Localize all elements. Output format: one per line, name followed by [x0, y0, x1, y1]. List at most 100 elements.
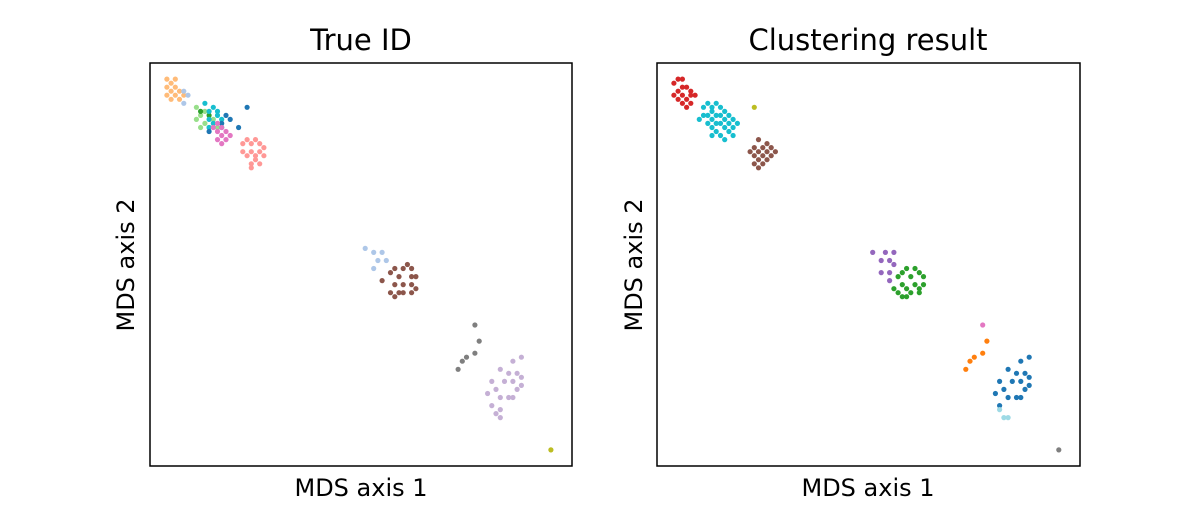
scatter-point [679, 76, 686, 82]
chart-clustering-result: Clustering result MDS axis 1 MDS axis 2 [620, 23, 1081, 502]
scatter-point [236, 124, 242, 131]
scatter-point [713, 112, 719, 118]
scatter-point [219, 124, 225, 131]
scatter-point [747, 149, 753, 155]
scatter-point [548, 447, 554, 453]
scatter-point [887, 278, 893, 284]
scatter-point [168, 80, 174, 86]
scatter-point [210, 120, 216, 126]
scatter-point [392, 265, 398, 272]
scatter-point [688, 92, 694, 98]
y-axis-label: MDS axis 2 [112, 198, 140, 331]
scatter-point [193, 116, 199, 122]
scatter-point [717, 120, 724, 126]
scatter-point [409, 274, 415, 280]
scatter-point [1026, 354, 1032, 360]
scatter-point [257, 161, 263, 167]
scatter-point [920, 282, 927, 288]
scatter-point [497, 366, 503, 372]
scatter-point [1056, 447, 1062, 453]
scatter-point [168, 96, 174, 102]
chart-title: Clustering result [748, 23, 987, 57]
scatter-point [413, 274, 419, 280]
scatter-point [997, 407, 1003, 413]
scatter-point [223, 128, 229, 135]
scatter-point [992, 390, 999, 397]
scatter-point [362, 245, 368, 251]
scatter-point [396, 290, 402, 296]
scatter-point [219, 120, 225, 126]
scatter-point [908, 274, 914, 280]
scatter-point [506, 394, 512, 401]
scatter-point [202, 108, 208, 114]
scatter-point [510, 394, 516, 401]
scatter-point [760, 153, 766, 159]
scatter-point [206, 124, 212, 131]
scatter-point [518, 374, 525, 380]
scatter-point [764, 141, 770, 147]
scatter-point [240, 141, 246, 147]
scatter-point [692, 92, 698, 98]
scatter-point [1018, 378, 1024, 384]
scatter-point [227, 116, 233, 122]
scatter-point [455, 366, 461, 372]
scatter-point [206, 116, 212, 122]
scatter-point [684, 84, 690, 90]
scatter-point [755, 157, 762, 163]
scatter-point [518, 354, 525, 360]
scatter-point [214, 112, 221, 118]
scatter-point [396, 274, 402, 280]
scatter-point [671, 80, 677, 86]
scatter-point [193, 104, 199, 110]
scatter-point [219, 116, 225, 122]
scatter-point [510, 358, 516, 364]
scatter-point [214, 137, 221, 143]
scatter-point [726, 128, 732, 135]
scatter-point [1013, 370, 1020, 376]
scatter-point [713, 128, 719, 135]
scatter-point [164, 76, 170, 82]
scatter-point [679, 92, 686, 98]
scatter-point [248, 149, 254, 155]
scatter-point [899, 282, 905, 288]
scatter-point [400, 265, 406, 272]
scatter-point [700, 112, 707, 118]
scatter-point [730, 132, 736, 139]
scatter-point [181, 88, 187, 94]
plot-frame [149, 62, 573, 467]
scatter-point [688, 100, 694, 106]
scatter-point [172, 84, 178, 90]
scatter-point [1001, 386, 1007, 392]
scatter-point [675, 88, 681, 94]
scatter-point [722, 124, 728, 131]
scatter-point [916, 270, 922, 276]
scatter-point [476, 338, 482, 344]
scatter-point [240, 149, 246, 155]
scatter-point [870, 249, 876, 255]
scatter-point [506, 370, 512, 376]
scatter-point [206, 108, 212, 114]
scatter-point [198, 108, 204, 114]
scatter-point [202, 120, 208, 126]
scatter-point [210, 116, 216, 122]
scatter-point [248, 141, 254, 147]
scatter-point [248, 161, 254, 167]
chart-true-id: True ID MDS axis 1 MDS axis 2 [112, 23, 573, 502]
scatter-point [684, 104, 690, 110]
scatter-point [497, 394, 503, 401]
scatter-point [261, 145, 267, 151]
scatter-point [206, 112, 212, 118]
scatter-points [164, 76, 554, 453]
scatter-point [908, 290, 914, 296]
scatter-point [899, 294, 905, 300]
scatter-point [709, 124, 715, 131]
scatter-point [675, 76, 681, 82]
scatter-point [202, 100, 208, 106]
scatter-point [722, 116, 728, 122]
scatter-point [878, 257, 884, 264]
scatter-point [734, 120, 741, 126]
scatter-point [895, 274, 901, 280]
scatter-point [726, 112, 732, 118]
scatter-point [755, 137, 762, 143]
